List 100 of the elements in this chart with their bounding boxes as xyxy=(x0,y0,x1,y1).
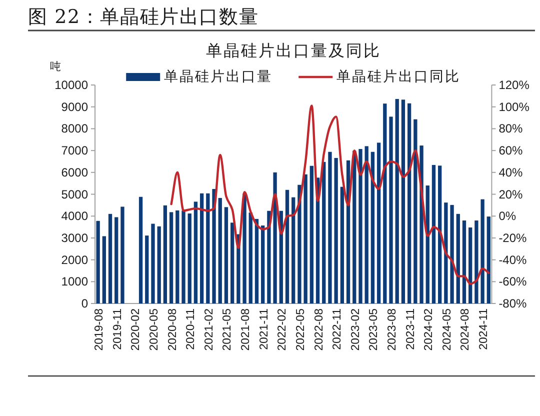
x-tick-label: 2021-02 xyxy=(203,308,216,351)
x-tick-label: 2019-08 xyxy=(94,308,106,351)
x-tick-label: 2019-11 xyxy=(112,308,124,350)
x-tick-label: 2020-08 xyxy=(166,308,179,351)
y2-tick-label: -20% xyxy=(498,230,528,245)
bar xyxy=(407,103,412,304)
title: 图 22：单晶硅片出口数量 xyxy=(28,6,259,28)
bar xyxy=(474,220,478,304)
bar xyxy=(395,98,399,304)
subtitle: 单晶硅片出口量及同比 xyxy=(206,41,381,60)
bar xyxy=(462,220,466,304)
y2-tick-label: 80% xyxy=(498,122,524,136)
bar xyxy=(414,119,418,304)
bar xyxy=(480,199,484,304)
bar xyxy=(376,142,381,304)
bar xyxy=(254,218,259,304)
bar xyxy=(200,193,204,304)
y2-tick-label: 0% xyxy=(498,209,516,224)
legend-label: 单晶硅片出口量 xyxy=(164,69,273,85)
bar xyxy=(426,186,430,304)
y-tick-label: 3000 xyxy=(61,230,88,245)
x-tick-label: 2022-02 xyxy=(276,308,289,351)
bar xyxy=(273,172,277,304)
y2-tick-label: 20% xyxy=(498,187,524,202)
y2-tick-label: 120% xyxy=(498,78,530,92)
bar xyxy=(212,189,216,304)
bar xyxy=(389,116,393,304)
y-tick-label: 1000 xyxy=(61,274,88,289)
y2-tick-label: 100% xyxy=(498,100,530,114)
x-tick-label: 2021-05 xyxy=(222,308,234,351)
bar xyxy=(456,214,460,304)
x-tick-label: 2024-08 xyxy=(460,308,472,351)
bar xyxy=(328,152,332,304)
bar xyxy=(322,162,326,304)
bar xyxy=(310,166,314,304)
bar xyxy=(163,205,168,304)
bar xyxy=(151,224,155,304)
bar xyxy=(102,236,106,304)
y-tick-label: 6000 xyxy=(61,165,88,180)
x-tick-label: 2023-02 xyxy=(350,308,362,351)
bar xyxy=(267,210,271,304)
x-tick-label: 2022-08 xyxy=(313,308,326,351)
y2-tick-label: 40% xyxy=(498,165,524,180)
y2-tick-label: 60% xyxy=(498,144,524,158)
bar xyxy=(432,164,436,304)
x-tick-label: 2024-11 xyxy=(478,308,490,350)
x-tick-label: 2023-08 xyxy=(386,308,398,351)
x-tick-label: 2020-02 xyxy=(130,308,142,351)
bar xyxy=(450,204,454,304)
bar xyxy=(438,166,442,304)
bar xyxy=(248,212,252,304)
bar xyxy=(444,202,448,304)
bar xyxy=(194,202,198,304)
bar xyxy=(114,217,118,304)
bar xyxy=(401,100,406,304)
x-tick-label: 2023-11 xyxy=(404,308,417,350)
bar xyxy=(182,210,186,304)
x-tick-label: 2023-05 xyxy=(368,308,380,351)
x-tick-label: 2022-11 xyxy=(332,308,344,350)
x-tick-label: 2020-11 xyxy=(185,308,198,350)
x-tick-label: 2024-02 xyxy=(423,308,436,351)
y-tick-label: 7000 xyxy=(61,144,88,158)
bar xyxy=(261,225,265,304)
y-tick-label: 8000 xyxy=(61,122,88,136)
bar xyxy=(292,197,296,304)
bar xyxy=(138,196,143,304)
legend-label: 单晶硅片出口同比 xyxy=(336,69,461,85)
y2-tick-label: -40% xyxy=(498,252,528,267)
bar xyxy=(176,210,180,304)
y-tick-label: 2000 xyxy=(61,252,88,267)
bar xyxy=(230,222,234,304)
y-tick-label: 10000 xyxy=(54,78,88,92)
bar xyxy=(370,152,375,304)
bar xyxy=(145,236,149,304)
y2-tick-label: -60% xyxy=(498,274,528,289)
x-tick-label: 2020-05 xyxy=(148,308,160,351)
x-tick-label: 2021-08 xyxy=(240,308,252,351)
bar xyxy=(224,207,228,304)
bar xyxy=(242,194,246,304)
bar xyxy=(298,184,302,304)
x-tick-label: 2024-05 xyxy=(441,308,454,351)
y-tick-label: 9000 xyxy=(61,100,88,114)
bar xyxy=(486,216,490,304)
bar xyxy=(334,158,338,304)
bar xyxy=(285,190,290,304)
y-tick-label: 4000 xyxy=(61,209,88,224)
bar xyxy=(96,220,100,304)
bar xyxy=(383,104,387,304)
y2-tick-label: -80% xyxy=(498,296,528,310)
ylabel: 吨 xyxy=(50,60,61,73)
bar xyxy=(206,193,210,304)
bar xyxy=(188,213,192,304)
bar xyxy=(218,198,222,304)
bar xyxy=(358,149,362,304)
bar xyxy=(468,227,472,304)
bar xyxy=(108,214,112,304)
y-tick-label: 5000 xyxy=(61,187,88,202)
bar xyxy=(340,186,344,304)
y-tick-label: 0 xyxy=(81,296,88,310)
bar xyxy=(169,212,174,304)
